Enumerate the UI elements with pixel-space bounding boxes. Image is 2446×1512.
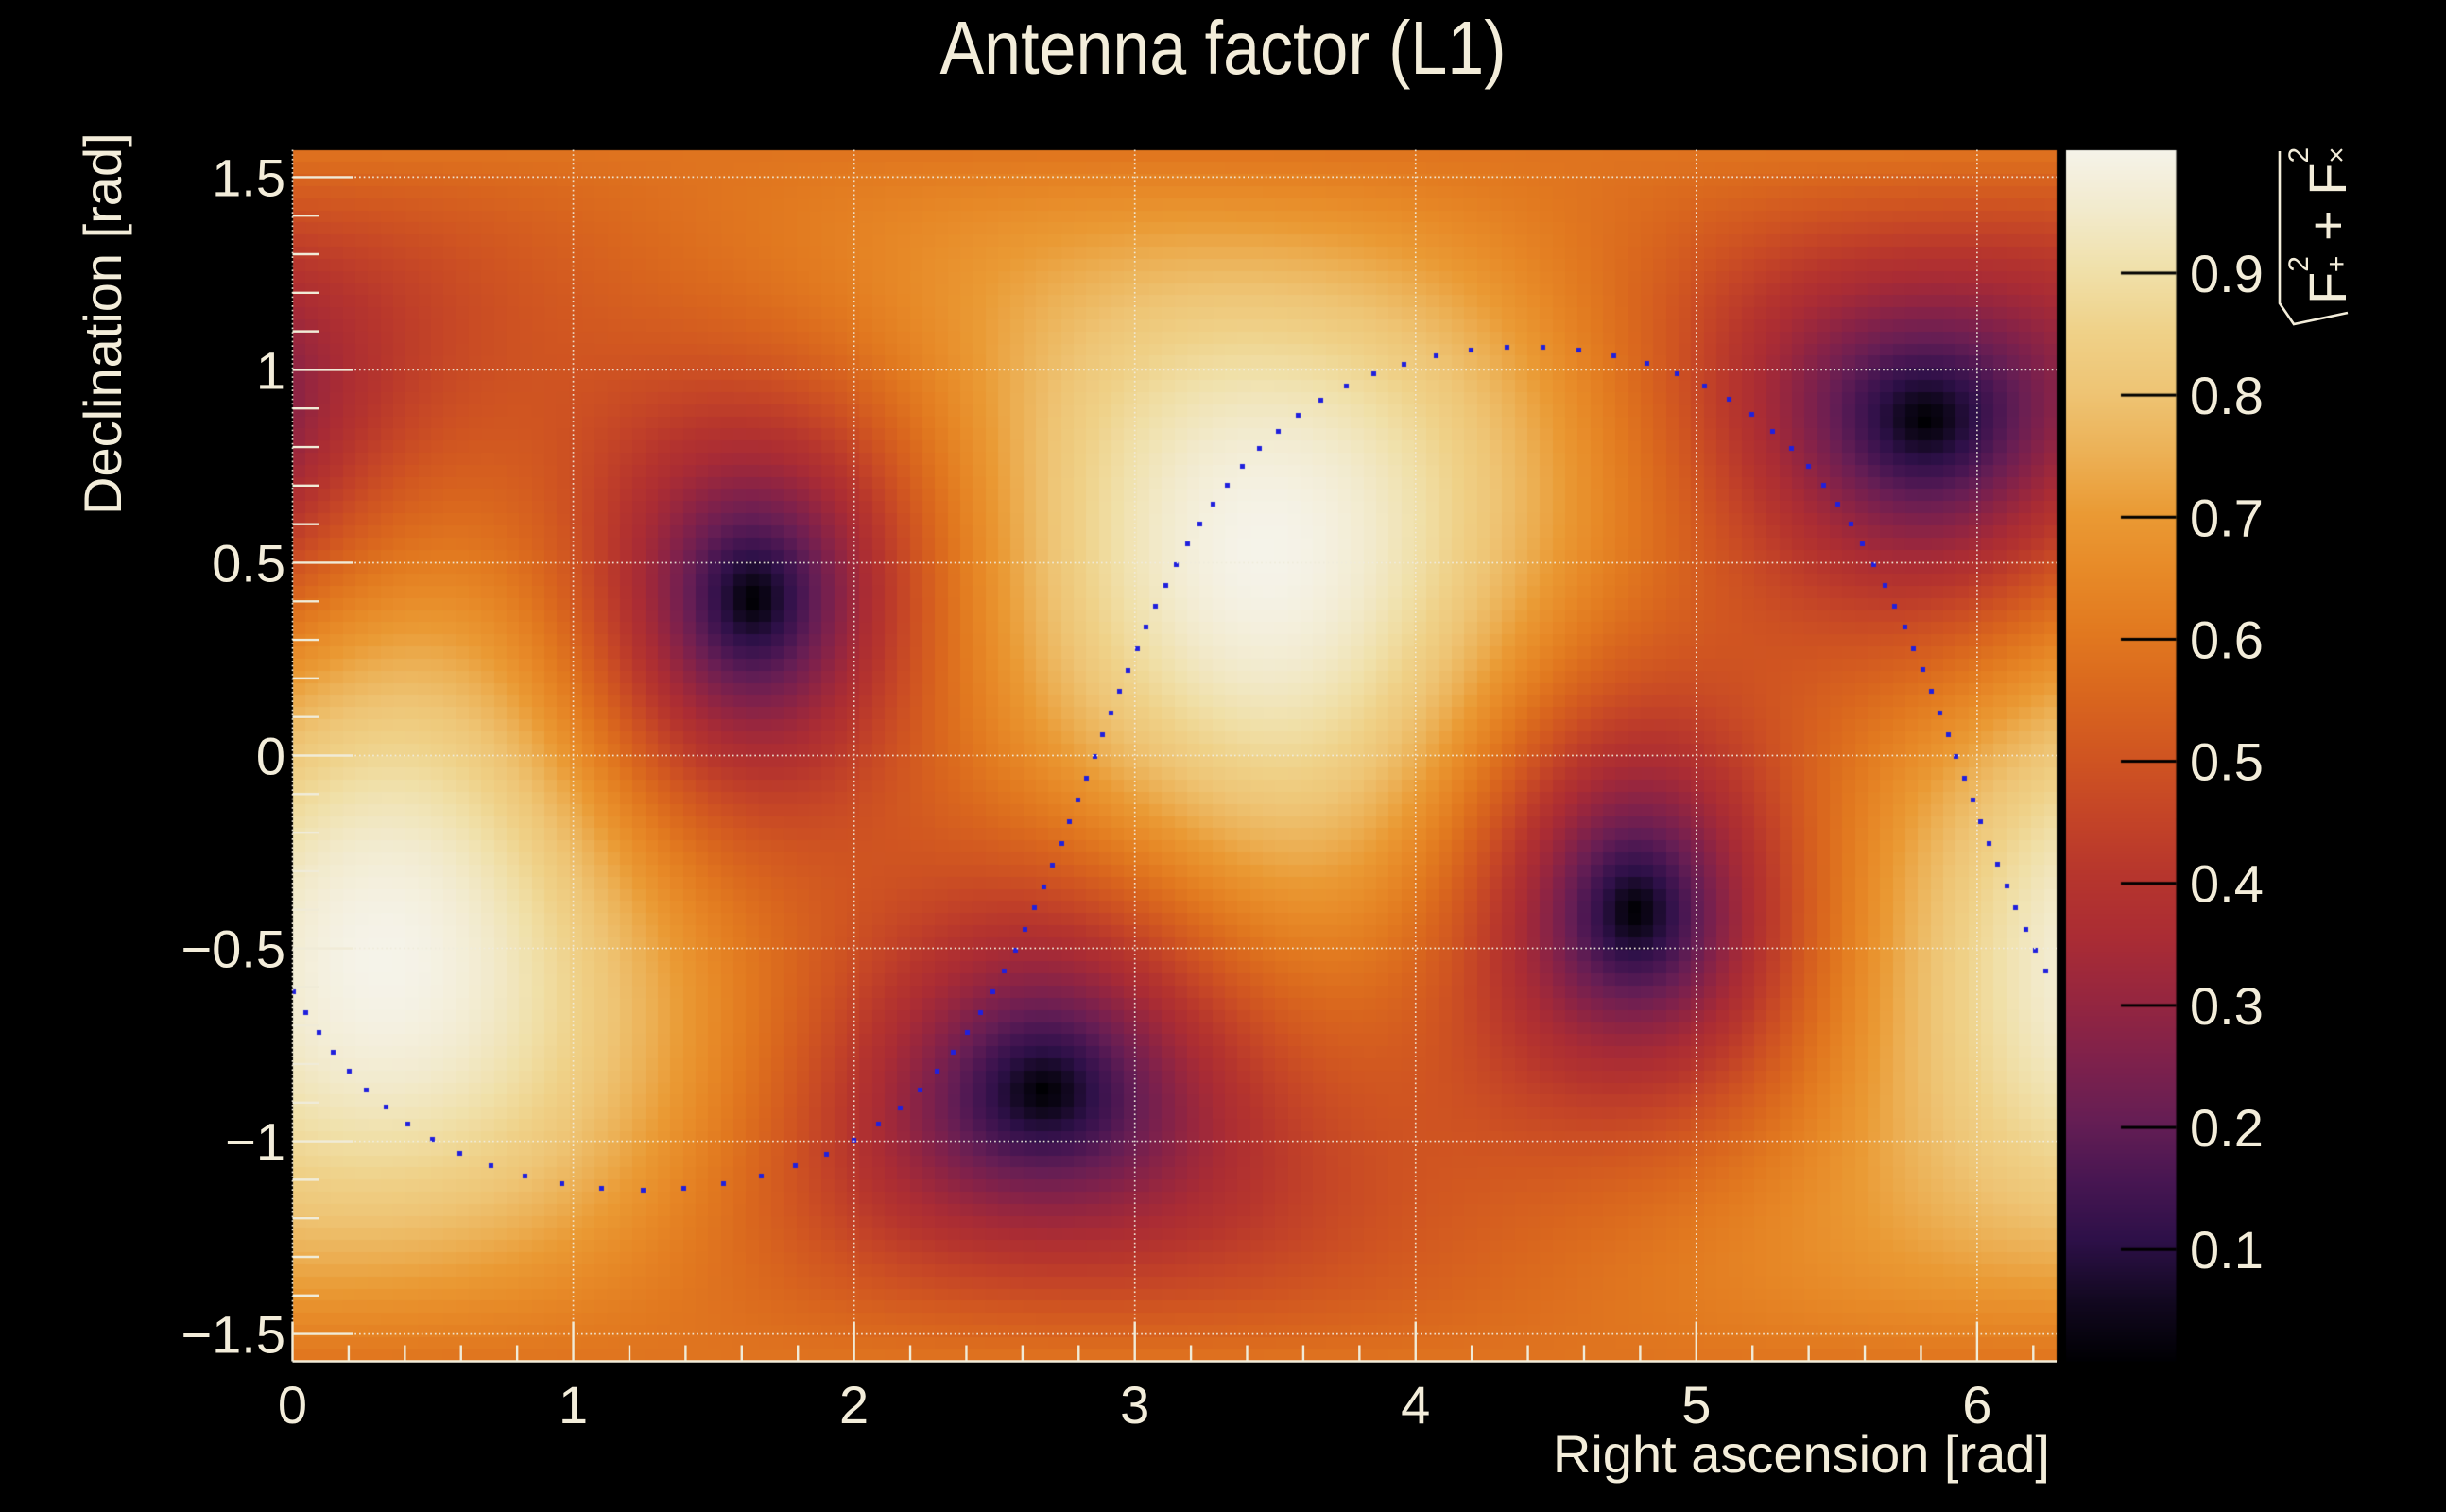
- svg-text:4: 4: [1401, 1375, 1430, 1435]
- svg-text:Right ascension [rad]: Right ascension [rad]: [1553, 1424, 2050, 1484]
- svg-text:0: 0: [256, 727, 285, 786]
- svg-text:−0.5: −0.5: [181, 919, 285, 979]
- svg-text:−1: −1: [225, 1112, 285, 1172]
- svg-text:0.6: 0.6: [2190, 610, 2264, 669]
- svg-text:6: 6: [1962, 1375, 1991, 1435]
- svg-text:0.5: 0.5: [212, 533, 285, 593]
- svg-text:1.5: 1.5: [212, 147, 285, 207]
- svg-text:2: 2: [839, 1375, 869, 1435]
- svg-text:5: 5: [1681, 1375, 1711, 1435]
- svg-text:Antenna factor (L1): Antenna factor (L1): [940, 6, 1507, 90]
- svg-text:0.3: 0.3: [2190, 976, 2264, 1036]
- svg-text:F2+ + F2×: F2 + + F2 ×: [2283, 146, 2357, 304]
- svg-text:0.8: 0.8: [2190, 366, 2264, 425]
- svg-text:−1.5: −1.5: [181, 1305, 285, 1365]
- svg-text:0.5: 0.5: [2190, 732, 2264, 792]
- svg-text:3: 3: [1120, 1375, 1149, 1435]
- svg-text:Declination [rad]: Declination [rad]: [73, 132, 132, 515]
- svg-text:0.7: 0.7: [2190, 488, 2264, 547]
- svg-text:0.4: 0.4: [2190, 854, 2264, 914]
- svg-text:0.1: 0.1: [2190, 1220, 2264, 1280]
- svg-text:0.2: 0.2: [2190, 1098, 2264, 1158]
- svg-text:0: 0: [278, 1375, 307, 1435]
- svg-text:1: 1: [559, 1375, 588, 1435]
- svg-text:0.9: 0.9: [2190, 244, 2264, 303]
- svg-text:1: 1: [256, 340, 285, 400]
